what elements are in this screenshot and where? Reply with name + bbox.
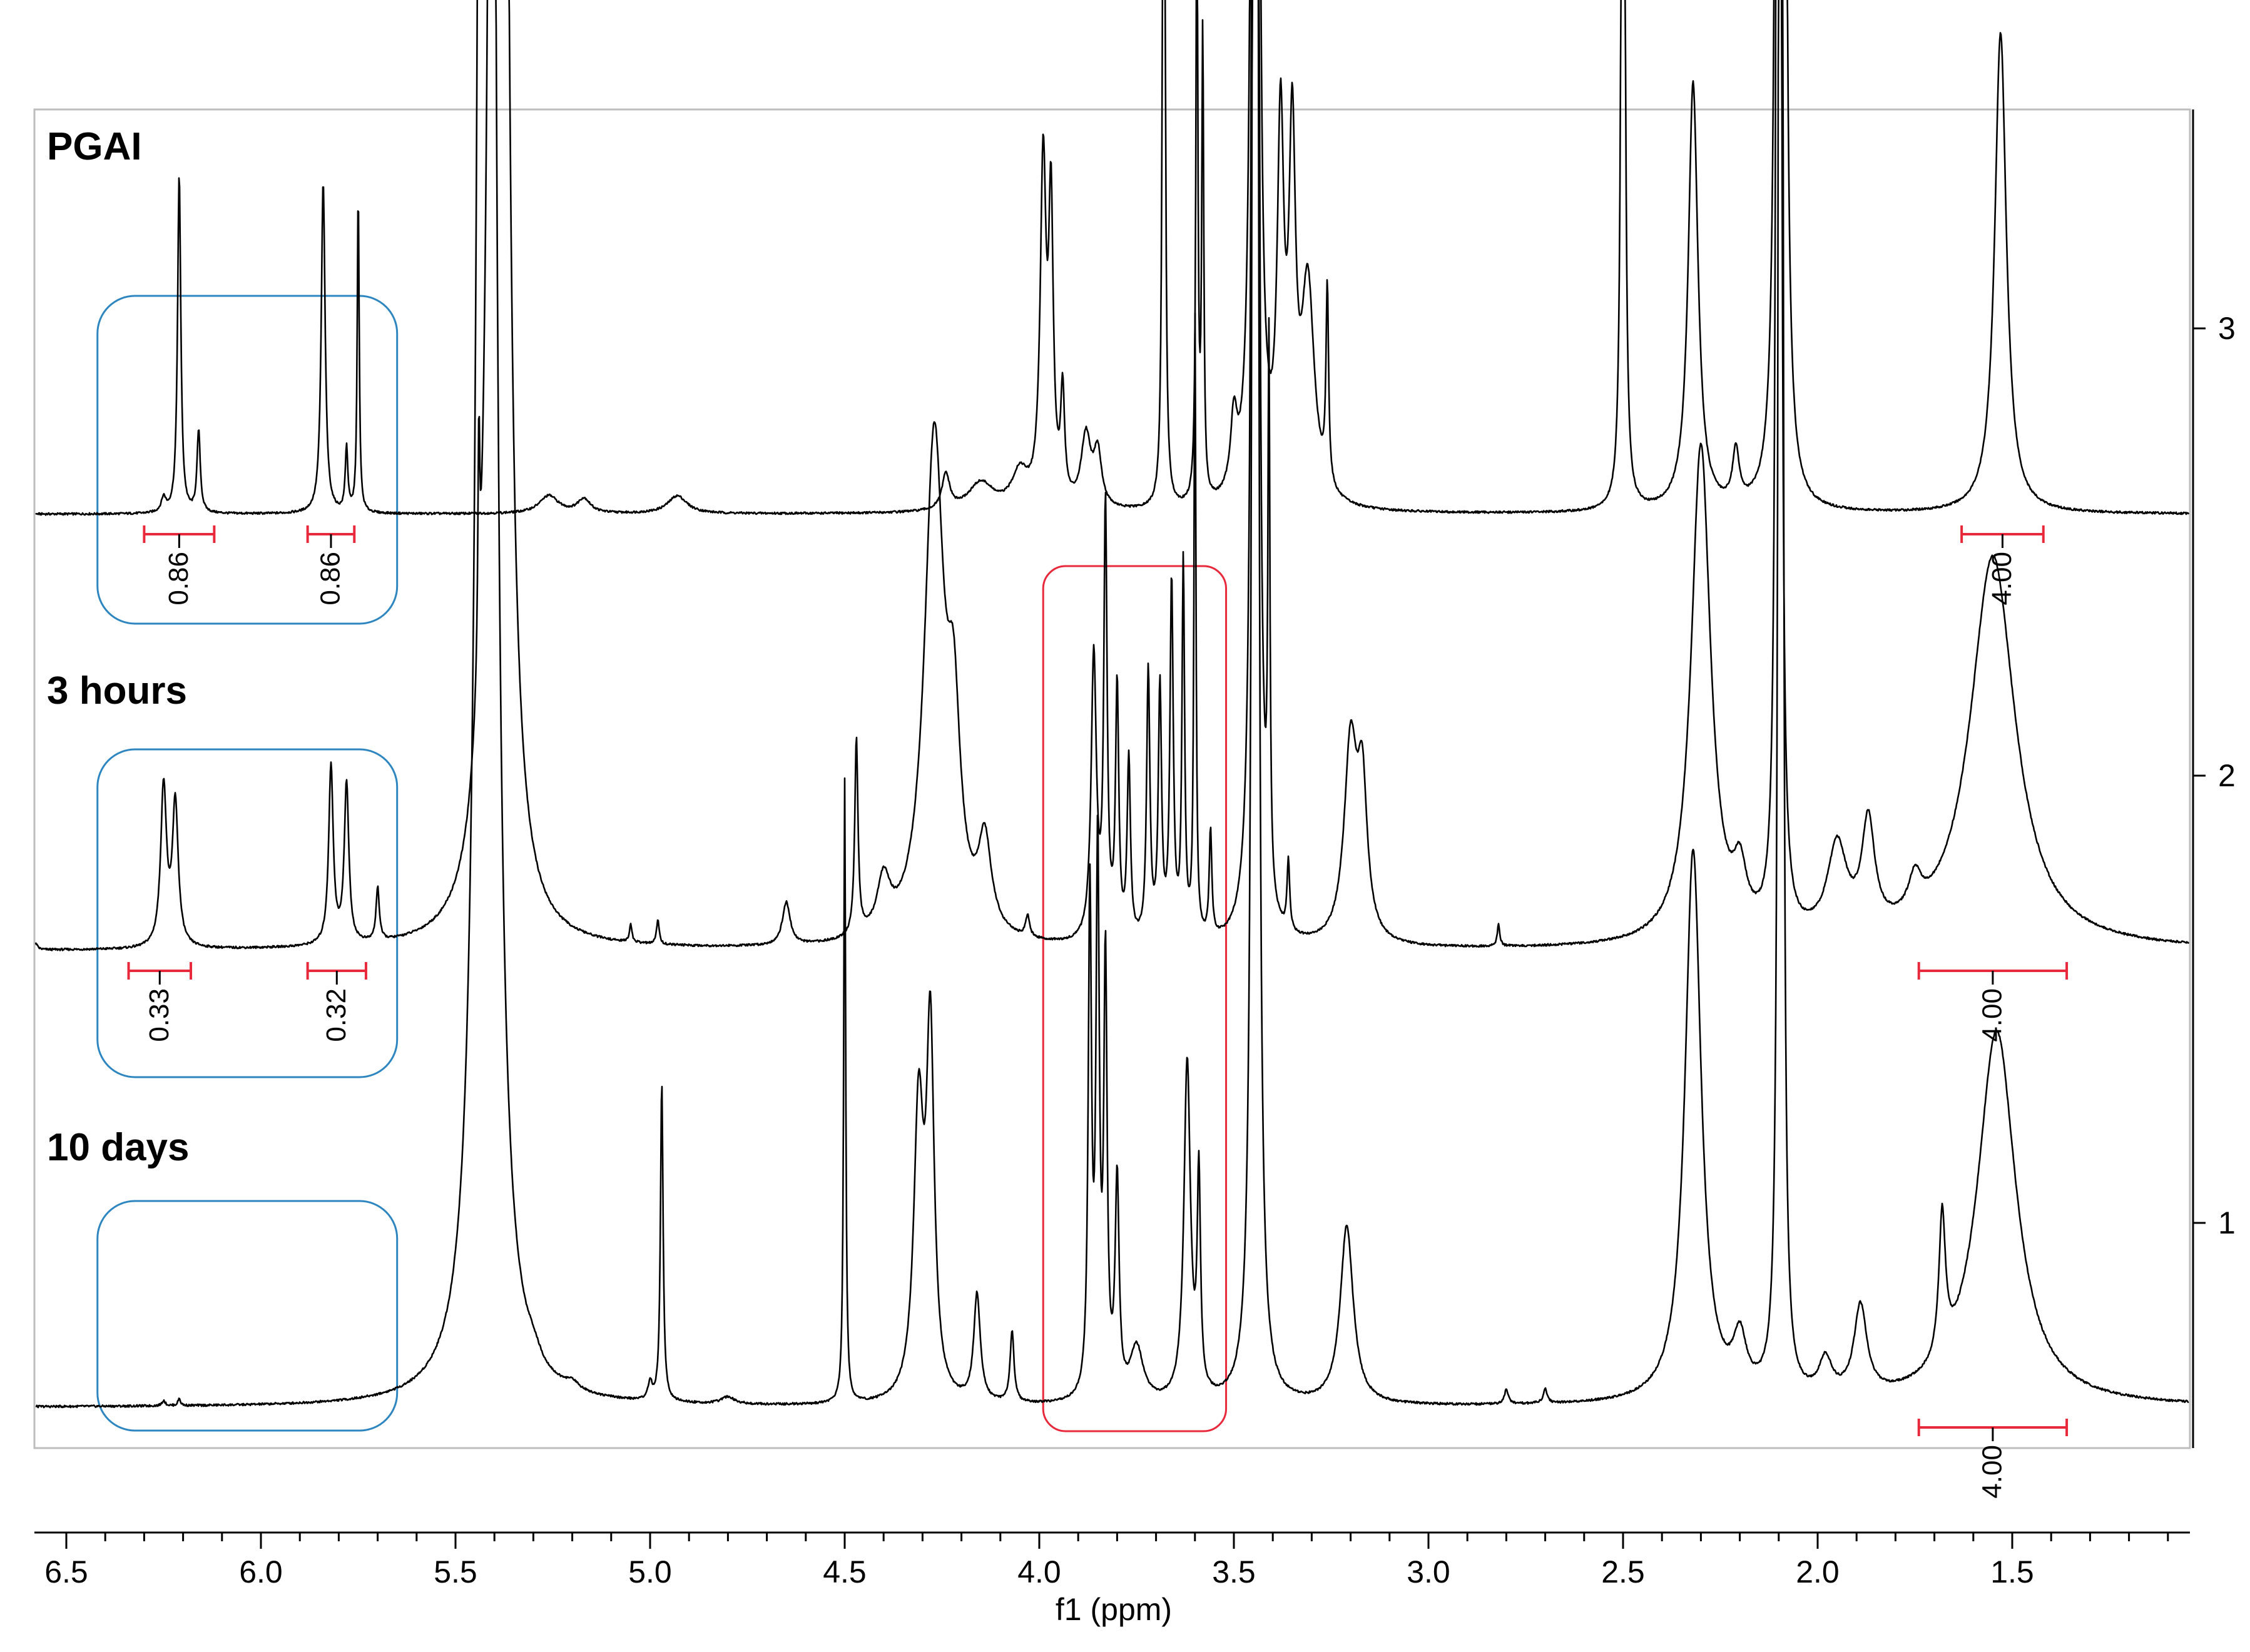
integral-value: 0.86 bbox=[315, 552, 346, 606]
x-tick-label: 6.5 bbox=[44, 1554, 88, 1589]
integral-value: 0.86 bbox=[163, 552, 194, 606]
integral-mark: 0.86 bbox=[143, 525, 216, 606]
x-tick-label: 5.5 bbox=[434, 1554, 477, 1589]
right-axis-tick-label: 2 bbox=[2218, 758, 2236, 793]
integral-mark: 4.00 bbox=[1917, 1419, 2069, 1499]
right-axis-tick-label: 3 bbox=[2218, 311, 2236, 346]
spectrum-labels: PGAI 3 hours 10 days bbox=[47, 125, 190, 1169]
x-tick-label: 3.5 bbox=[1212, 1554, 1256, 1589]
plot-frame bbox=[33, 108, 2191, 1449]
highlight-box-blue bbox=[96, 748, 399, 1078]
integral-mark: 0.33 bbox=[127, 962, 193, 1042]
integral-value: 4.00 bbox=[1977, 988, 2008, 1042]
x-tick-label: 4.5 bbox=[823, 1554, 867, 1589]
x-tick-label: 1.5 bbox=[1990, 1554, 2034, 1589]
spectra bbox=[34, 0, 2190, 1409]
x-axis-title: f1 (ppm) bbox=[1056, 1592, 1172, 1627]
integral-value: 4.00 bbox=[1987, 552, 2017, 606]
spectrum-line-3 bbox=[35, 0, 2190, 516]
integral-mark: 4.00 bbox=[1960, 525, 2045, 606]
integral-marks: 0.86 0.86 4.00 0.33 0.32 4.00 4.00 bbox=[127, 525, 2069, 1499]
spectrum-label: 10 days bbox=[47, 1126, 190, 1169]
integral-value: 4.00 bbox=[1977, 1445, 2008, 1499]
right-axis-tick-label: 1 bbox=[2218, 1205, 2236, 1240]
spectrum-line-1 bbox=[35, 0, 2189, 1409]
x-tick-label: 2.5 bbox=[1601, 1554, 1645, 1589]
x-tick-label: 3.0 bbox=[1407, 1554, 1450, 1589]
spectrum-label: PGAI bbox=[47, 125, 142, 168]
integral-mark: 4.00 bbox=[1917, 962, 2069, 1042]
x-axis-ticks: 6.5 6.0 5.5 5.0 4.5 4.0 3.5 3.0 2.5 2.0 1.5 bbox=[44, 1533, 2169, 1589]
annotation-boxes bbox=[96, 295, 1228, 1432]
highlight-box-red bbox=[1042, 565, 1228, 1432]
integral-mark: 0.32 bbox=[306, 962, 367, 1042]
spectrum-label: 3 hours bbox=[47, 669, 187, 712]
integral-mark: 0.86 bbox=[306, 525, 356, 606]
x-tick-label: 2.0 bbox=[1796, 1554, 1840, 1589]
right-axis-ticks: 3 2 1 bbox=[2193, 311, 2236, 1240]
x-tick-label: 6.0 bbox=[239, 1554, 283, 1589]
x-tick-label: 5.0 bbox=[628, 1554, 672, 1589]
highlight-box-blue bbox=[96, 295, 399, 625]
integral-value: 0.33 bbox=[144, 988, 175, 1042]
spectrum-line-2 bbox=[34, 0, 2190, 951]
highlight-box-blue bbox=[96, 1200, 399, 1432]
integral-value: 0.32 bbox=[321, 988, 352, 1042]
x-tick-label: 4.0 bbox=[1017, 1554, 1061, 1589]
